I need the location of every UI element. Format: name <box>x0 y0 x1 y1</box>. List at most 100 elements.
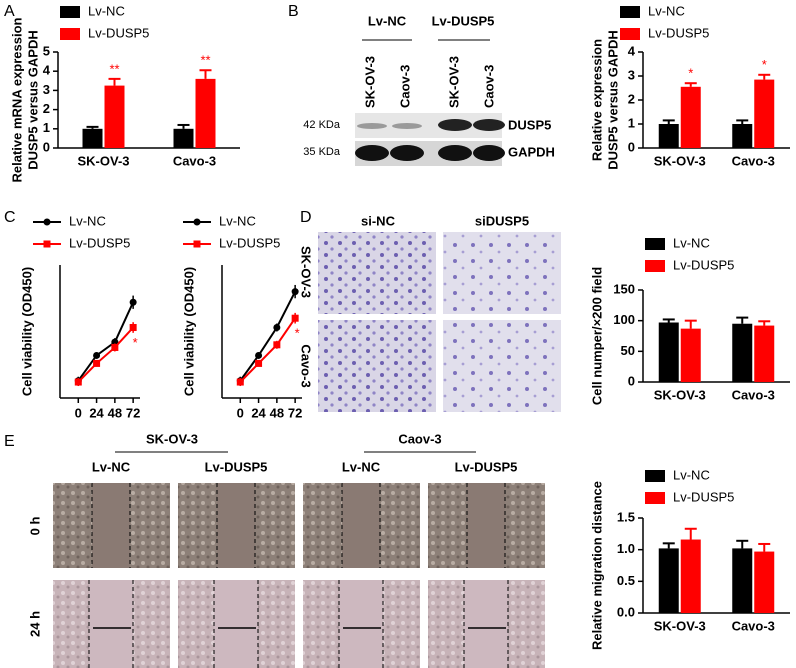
x-tick-label: 72 <box>126 405 140 420</box>
bar <box>195 78 216 148</box>
legend-label: Lv-NC <box>648 3 685 18</box>
point <box>93 359 101 367</box>
x-tick-label: SK-OV-3 <box>77 153 129 168</box>
column-label: Lv-NC <box>92 459 131 474</box>
point <box>111 343 119 351</box>
band <box>438 119 472 131</box>
point <box>255 351 263 359</box>
legend-label: Lv-DUSP5 <box>88 25 149 40</box>
column-label: siDUSP5 <box>475 213 529 228</box>
point <box>255 359 263 367</box>
bar <box>680 86 701 148</box>
band <box>390 145 424 161</box>
micrograph <box>443 320 561 412</box>
panel-label: B <box>288 3 299 20</box>
row-label: 24 h <box>27 611 42 637</box>
significance: * <box>688 66 693 81</box>
y-axis-label: Cell viability (OD450) <box>181 267 196 396</box>
y-tick-label: 5 <box>43 43 50 58</box>
lane-label: SK-OV-3 <box>446 56 461 108</box>
micrograph <box>318 232 436 314</box>
panel-label: C <box>4 209 16 226</box>
legend-label: Lv-DUSP5 <box>648 25 709 40</box>
legend-marker <box>193 218 201 226</box>
point <box>236 378 244 386</box>
y-tick-label: 4 <box>43 63 51 78</box>
legend-label: Lv-DUSP5 <box>219 235 280 250</box>
legend-label: Lv-DUSP5 <box>69 235 130 250</box>
x-tick-label: 24 <box>251 405 266 420</box>
point <box>74 378 82 386</box>
legend-swatch <box>645 492 665 504</box>
bar <box>104 85 125 148</box>
y-tick-label: 3 <box>628 67 635 82</box>
wound-gap <box>464 580 508 668</box>
legend-label: Lv-DUSP5 <box>673 257 734 272</box>
significance: * <box>133 335 138 350</box>
y-tick-label: 1 <box>628 115 635 130</box>
legend-swatch <box>645 260 665 272</box>
band <box>473 119 505 131</box>
western-blot: Lv-NC Lv-DUSP5 SK-OV-3 Caov-3 SK-OV-3 Ca… <box>303 13 555 166</box>
protein-label: DUSP5 <box>508 117 551 132</box>
row-label: SK-OV-3 <box>299 246 314 298</box>
y-tick-label: 3 <box>43 82 50 97</box>
bar <box>658 548 679 613</box>
legend-label: Lv-NC <box>673 467 710 482</box>
blot-group: Lv-NC <box>368 13 407 28</box>
bar <box>732 124 753 148</box>
band <box>392 123 422 129</box>
y-tick-label: 4 <box>628 43 636 58</box>
panel-label: E <box>4 433 15 450</box>
column-label: Lv-NC <box>342 459 381 474</box>
y-axis-label: DUSP5 versus GAPDH <box>605 30 620 169</box>
wound-gap <box>214 580 258 668</box>
line <box>239 317 296 383</box>
band <box>438 145 472 161</box>
y-tick-label: 0.5 <box>617 573 635 588</box>
point <box>93 351 101 359</box>
x-tick-label: SK-OV-3 <box>654 387 706 402</box>
y-tick-label: 0 <box>43 139 50 154</box>
bar <box>680 328 701 382</box>
bar <box>658 124 679 148</box>
line <box>77 326 134 383</box>
y-axis-label: Cell numper/×200 field <box>589 267 604 405</box>
line <box>239 291 297 382</box>
row-label: Cavo-3 <box>299 344 314 387</box>
lane-label: Caov-3 <box>481 65 496 108</box>
bar <box>732 323 753 382</box>
wound-gap <box>467 483 505 568</box>
panel-label: D <box>300 209 312 226</box>
legend-label: Lv-NC <box>69 213 106 228</box>
legend-marker <box>193 240 201 248</box>
micrograph <box>318 320 436 412</box>
column-label: Lv-DUSP5 <box>455 459 518 474</box>
lane-label: Caov-3 <box>397 65 412 108</box>
x-tick-label: 48 <box>108 405 122 420</box>
band <box>355 145 389 161</box>
x-tick-label: Cavo-3 <box>732 153 775 168</box>
row-label: 0 h <box>27 517 42 536</box>
wound-gap <box>89 580 133 668</box>
y-tick-label: 0 <box>628 139 635 154</box>
wound-gap <box>339 580 383 668</box>
x-tick-label: 24 <box>89 405 104 420</box>
band <box>357 123 387 129</box>
wound-gap <box>92 483 130 568</box>
significance: ** <box>109 61 119 76</box>
band <box>473 145 505 161</box>
x-tick-label: Cavo-3 <box>732 618 775 633</box>
legend-swatch <box>645 470 665 482</box>
y-tick-label: 2 <box>628 91 635 106</box>
point <box>291 288 299 296</box>
point <box>291 314 299 322</box>
legend-swatch <box>60 28 80 40</box>
x-tick-label: 48 <box>270 405 284 420</box>
y-axis-label: Cell viability (OD450) <box>19 267 34 396</box>
y-tick-label: 1 <box>43 120 50 135</box>
bar <box>658 322 679 382</box>
point <box>111 338 119 346</box>
y-tick-label: 1.5 <box>617 509 635 524</box>
